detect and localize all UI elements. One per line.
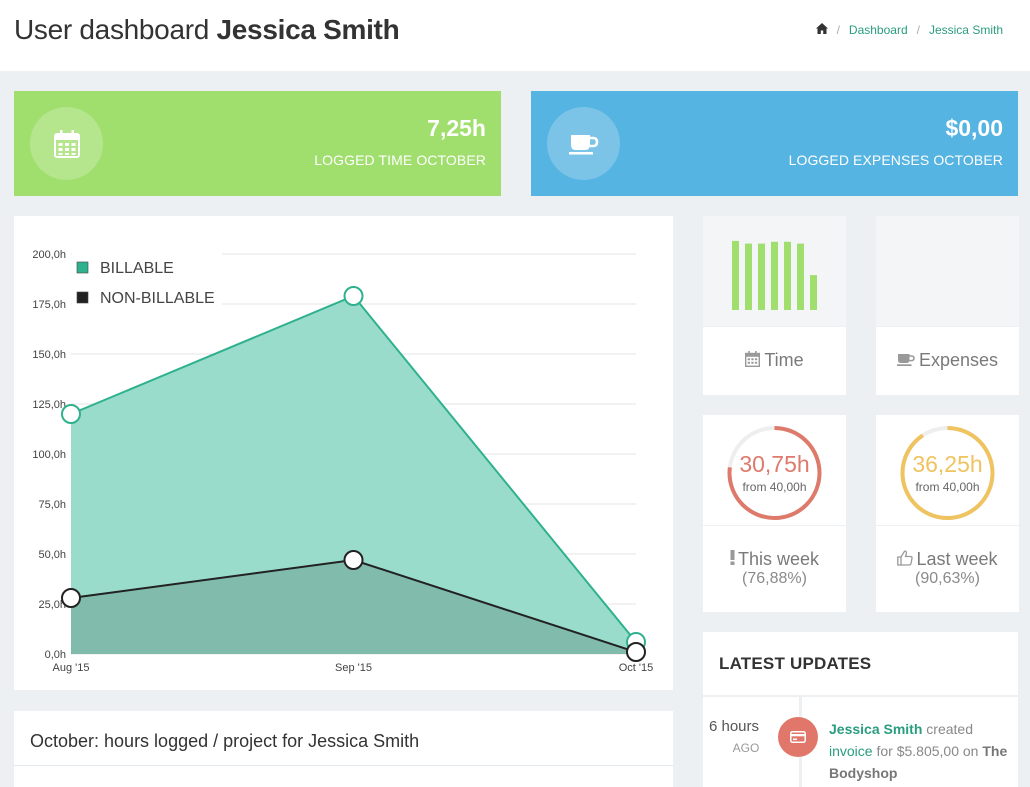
- y-tick-label: 100,0h: [32, 449, 66, 461]
- coffee-icon: [547, 107, 620, 180]
- breadcrumb-separator: /: [916, 23, 920, 37]
- credit-card-icon: [778, 717, 818, 757]
- updates-divider: [703, 695, 1018, 697]
- data-point-billable: [61, 404, 81, 424]
- update-ago: AGO: [732, 741, 760, 755]
- time-tile-footer: Time: [703, 326, 846, 395]
- hours-chart-card: 0,0h 25,0h 50,0h 75,0h 100,0h 125,0h 150,0h 175…: [14, 216, 673, 690]
- top-bar: User dashboard Jessica Smith / Dashboard…: [0, 0, 1030, 71]
- coffee-icon: [896, 351, 915, 372]
- logged-time-label: LOGGED TIME OCTOBER: [314, 152, 486, 168]
- this-week-label: This week: [737, 549, 820, 569]
- y-tick-label: 50,0h: [38, 549, 66, 561]
- legend-swatch: [76, 261, 89, 274]
- sparkline-bar: [758, 243, 765, 310]
- breadcrumb-separator: /: [836, 23, 840, 37]
- breadcrumb: / Dashboard / Jessica Smith: [815, 23, 1003, 37]
- project-hours-title: October: hours logged / project for Jess…: [30, 731, 420, 751]
- this-week-hours: 30,75h: [739, 451, 810, 477]
- data-point-non-billable: [61, 588, 81, 608]
- legend-label: NON-BILLABLE: [100, 290, 215, 307]
- this-week-percent: (76,88%): [742, 570, 807, 587]
- y-tick-label: 150,0h: [32, 349, 66, 361]
- logged-time-stat: 7,25h LOGGED TIME OCTOBER: [14, 91, 501, 196]
- data-point-billable: [343, 286, 364, 306]
- y-tick-label: 25,0h: [38, 599, 66, 611]
- time-tile[interactable]: Time: [703, 216, 846, 395]
- time-tile-label: Time: [764, 350, 804, 370]
- expenses-tile[interactable]: Expenses: [876, 216, 1019, 395]
- expenses-tile-label: Expenses: [918, 350, 999, 370]
- exclamation-icon: [730, 549, 735, 570]
- update-for-text: for $5.805,00 on: [876, 743, 979, 759]
- thumbs-up-icon: [897, 550, 914, 571]
- calendar-icon: [30, 107, 103, 180]
- latest-updates-title: LATEST UPDATES: [719, 654, 872, 673]
- update-action: created: [926, 721, 973, 737]
- calendar-icon: [745, 351, 761, 372]
- sparkline-bar: [771, 241, 778, 310]
- legend-label: BILLABLE: [100, 260, 174, 277]
- this-week-caption: This week: [703, 549, 846, 570]
- update-text: Jessica Smith created invoice for $5.805…: [829, 718, 1011, 784]
- series-area-billable: [71, 296, 636, 654]
- logged-expenses-value: $0,00: [945, 115, 1003, 141]
- series-area-non-billable: [71, 560, 636, 654]
- this-week-target: from 40,00h: [742, 480, 807, 494]
- page-title-user: Jessica Smith: [216, 14, 400, 45]
- update-user-link[interactable]: Jessica Smith: [829, 721, 923, 737]
- update-time: 6 hours: [708, 718, 760, 735]
- breadcrumb-user-link[interactable]: Jessica Smith: [928, 23, 1003, 37]
- last-week-caption: Last week: [876, 549, 1019, 571]
- home-icon[interactable]: [815, 23, 828, 37]
- last-week-label: Last week: [916, 549, 998, 569]
- last-week-tile[interactable]: 36,25h from 40,00h Last week (90,63%): [876, 415, 1019, 612]
- y-tick-label: 175,0h: [32, 299, 66, 311]
- update-client: The Bodyshop: [829, 743, 1008, 781]
- legend-box: [72, 250, 222, 312]
- this-week-ring: 30,75h from 40,00h: [703, 415, 846, 525]
- y-tick-label: 200,0h: [32, 249, 66, 261]
- last-week-target: from 40,00h: [915, 480, 980, 494]
- last-week-hours: 36,25h: [912, 451, 983, 477]
- sparkline-bar: [745, 243, 752, 310]
- expenses-tile-caption: Expenses: [876, 350, 1019, 372]
- latest-updates-panel: LATEST UPDATES 6 hours AGO Jessica Smith…: [703, 632, 1018, 787]
- sparkline-bar: [784, 241, 791, 310]
- ring-progress: [727, 426, 822, 520]
- project-hours-panel: October: hours logged / project for Jess…: [14, 711, 673, 787]
- x-tick-label: Aug '15: [53, 662, 90, 674]
- hours-area-chart: 0,0h 25,0h 50,0h 75,0h 100,0h 125,0h 150,0h 175…: [32, 249, 654, 674]
- y-tick-label: 75,0h: [38, 499, 66, 511]
- this-week-tile[interactable]: 30,75h from 40,00h This week (76,88%): [703, 415, 846, 612]
- page-title: User dashboard Jessica Smith: [14, 14, 400, 46]
- ring-progress: [900, 426, 995, 520]
- panel-divider: [14, 765, 673, 766]
- expenses-tile-footer: Expenses: [876, 326, 1019, 395]
- last-week-percent: (90,63%): [915, 570, 980, 587]
- this-week-footer: This week (76,88%): [703, 525, 846, 612]
- last-week-footer: Last week (90,63%): [876, 525, 1019, 612]
- logged-expenses-label: LOGGED EXPENSES OCTOBER: [788, 152, 1003, 168]
- y-tick-label: 125,0h: [32, 399, 66, 411]
- x-tick-label: Sep '15: [335, 662, 372, 674]
- last-week-ring: 36,25h from 40,00h: [876, 415, 1019, 525]
- sparkline-bar: [732, 240, 739, 310]
- logged-expenses-stat: $0,00 LOGGED EXPENSES OCTOBER: [531, 91, 1018, 196]
- data-point-non-billable: [626, 642, 646, 662]
- page-title-prefix: User dashboard: [14, 14, 210, 45]
- time-sparkline: [703, 216, 846, 326]
- data-point-non-billable: [343, 550, 364, 570]
- update-object-link[interactable]: invoice: [829, 743, 873, 759]
- x-tick-label: Oct '15: [619, 662, 654, 674]
- time-tile-caption: Time: [703, 350, 846, 372]
- sparkline-bar: [797, 243, 804, 310]
- logged-time-value: 7,25h: [427, 115, 486, 141]
- breadcrumb-dashboard-link[interactable]: Dashboard: [848, 23, 908, 37]
- y-tick-label: 0,0h: [45, 649, 66, 661]
- legend-swatch: [76, 291, 89, 304]
- expenses-sparkline: [876, 216, 1019, 326]
- sparkline-bar: [810, 275, 817, 310]
